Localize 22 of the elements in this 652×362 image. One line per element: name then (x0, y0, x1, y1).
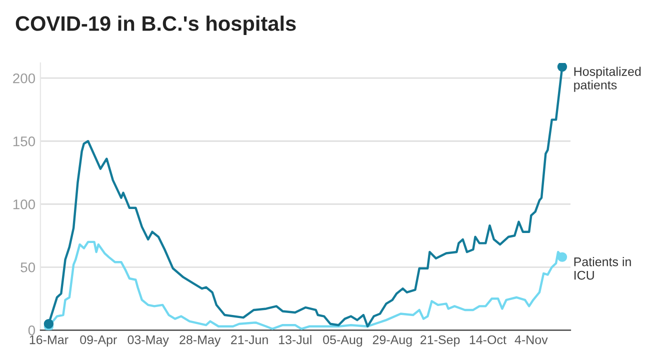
series-label: Patients in ICU (574, 257, 631, 280)
y-tick-label: 100 (13, 199, 36, 210)
y-tick-label: 150 (13, 136, 36, 146)
point (557, 62, 568, 72)
x-tick-label: 13-Jul (279, 335, 312, 344)
y-tick-label: 0 (28, 325, 36, 336)
x-tick-label: 21-Sep (420, 335, 460, 347)
x-tick-label: 29-Aug (372, 335, 412, 347)
x-tick-label: 03-May (128, 335, 169, 347)
y-tick-label: 50 (20, 262, 36, 272)
x-tick-label: 09-Apr (80, 335, 117, 347)
series-label: Hospitalized patients (574, 66, 641, 92)
x-tick-label: 21-Jun (231, 335, 268, 344)
x-tick-label: 16-Mar (30, 335, 68, 344)
x-tick-label: 05-Aug (323, 335, 362, 347)
y-tick-label: 200 (13, 73, 36, 84)
point (557, 252, 568, 262)
x-tick-label: 4-Nov (514, 335, 548, 344)
point (44, 318, 54, 329)
x-tick-label: 28-May (180, 335, 221, 347)
x-tick-label: 14-Oct (470, 335, 506, 344)
chart-title: COVID-19 in B.C.'s hospitals (16, 16, 296, 36)
